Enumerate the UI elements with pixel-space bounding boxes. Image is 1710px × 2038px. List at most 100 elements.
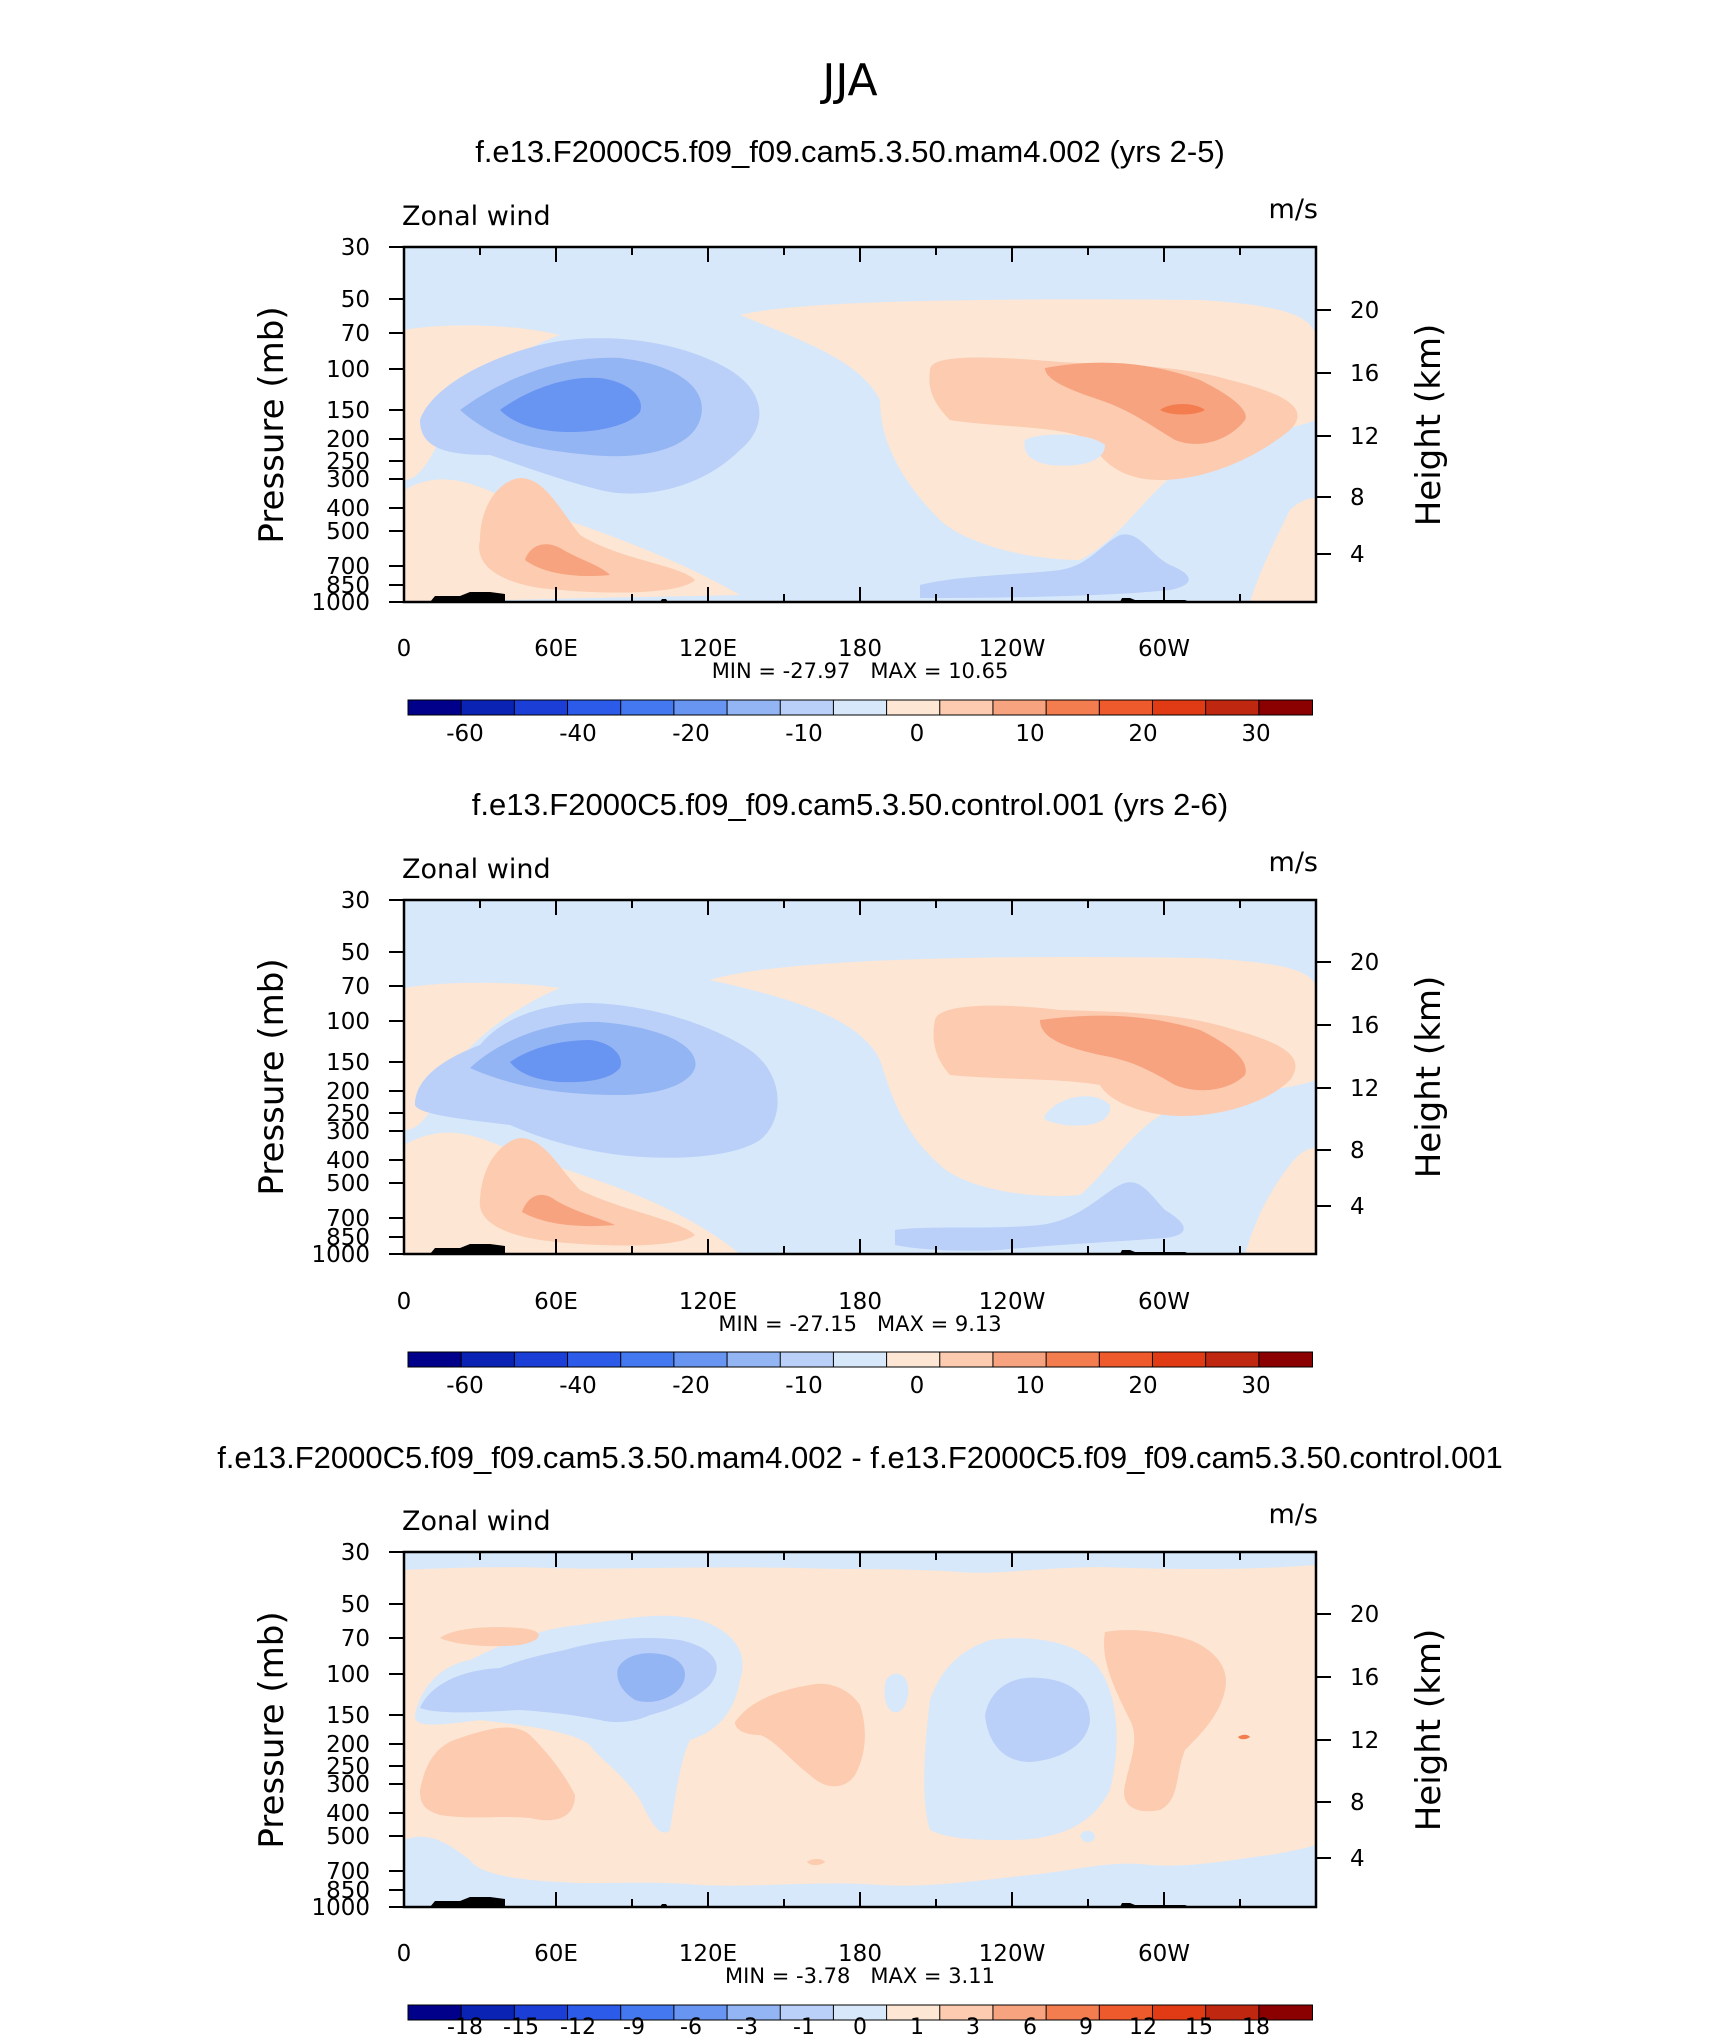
panel-2-colorbar-label: -40 xyxy=(559,1373,597,1399)
panel-2-stats: MIN = -27.15 MAX = 9.13 xyxy=(718,1312,1001,1336)
colorbar-swatch xyxy=(620,1351,675,1368)
colorbar-swatch xyxy=(992,699,1048,716)
panel-1-height-tick: 4 xyxy=(1350,542,1365,568)
panel-2-y-tick: 30 xyxy=(341,888,370,914)
panel-3-positive-region xyxy=(1104,1630,1226,1812)
panel-1-colorbar-label: -10 xyxy=(785,721,823,747)
panel-1-contour-field xyxy=(404,247,1316,602)
panel-1-height-tick: 16 xyxy=(1350,361,1379,387)
panel-2-right-ticks: 20 16 12 8 4 xyxy=(1316,950,1379,1220)
panel-2-height-tick: 8 xyxy=(1350,1138,1365,1164)
panel-3-colorbar-label: -15 xyxy=(503,2015,539,2038)
panel-1-y-tick: 700 xyxy=(326,554,370,580)
panel-1-y-ticks: 30 50 70 100 150 200 250 300 400 500 700… xyxy=(311,235,404,616)
panel-1-x-tick-labels: 0 60E 120E 180 120W 60W xyxy=(397,636,1190,662)
colorbar-swatch xyxy=(460,699,516,716)
colorbar-swatch xyxy=(1258,1351,1313,1368)
panel-3-height-tick: 12 xyxy=(1350,1728,1379,1754)
panel-1-y-tick: 200 xyxy=(326,427,370,453)
panel-1-x-tick-label: 60E xyxy=(534,636,578,662)
panel-1-colorbar-label: 10 xyxy=(1015,721,1044,747)
panel-3-x-tick-label: 120E xyxy=(679,1941,737,1967)
panel-3-ylabel: Pressure (mb) xyxy=(252,1611,292,1848)
panel-2-y-tick: 150 xyxy=(326,1050,370,1076)
panel-3-colorbar-label: -18 xyxy=(447,2015,483,2038)
panel-1-stats: MIN = -27.97 MAX = 10.65 xyxy=(712,659,1009,683)
panel-2-positive-region xyxy=(404,982,560,1130)
panel-2-height-tick: 20 xyxy=(1350,950,1379,976)
panel-1-colorbar-label: 20 xyxy=(1128,721,1157,747)
panel-3-colorbar-label: 6 xyxy=(1023,2015,1037,2038)
panel-1-positive-region xyxy=(525,544,610,577)
panel-3-title: f.e13.F2000C5.f09_f09.cam5.3.50.mam4.002… xyxy=(217,1440,1503,1475)
panel-2-x-ticks xyxy=(403,900,1241,1254)
panel-3-height-tick: 4 xyxy=(1350,1846,1365,1872)
panel-1-positive-region xyxy=(740,299,1316,560)
panel-1-x-ticks xyxy=(403,247,1241,602)
panel-3-y-tick: 1000 xyxy=(311,1895,370,1921)
panel-2-title: f.e13.F2000C5.f09_f09.cam5.3.50.control.… xyxy=(472,787,1229,822)
colorbar-swatch xyxy=(1151,1351,1207,1368)
panel-3-colorbar-label: 3 xyxy=(966,2015,980,2038)
panel-3-y-tick: 200 xyxy=(326,1732,370,1758)
panel-2-ylabel: Pressure (mb) xyxy=(252,958,292,1195)
colorbar-swatch xyxy=(1258,2004,1313,2021)
colorbar-swatch xyxy=(992,2004,1048,2021)
panel-2-colorbar-label: -20 xyxy=(672,1373,710,1399)
colorbar-swatch xyxy=(567,699,622,716)
panel-3-colorbar xyxy=(407,2004,1313,2021)
panel-2-colorbar-label: 20 xyxy=(1128,1373,1157,1399)
panel-3-y-tick: 850 xyxy=(326,1878,370,1904)
colorbar-swatch xyxy=(886,699,941,716)
panel-3: f.e13.F2000C5.f09_f09.cam5.3.50.mam4.002… xyxy=(217,1440,1503,2038)
panel-3-negative-region xyxy=(617,1653,685,1702)
panel-1-x-tick-label: 60W xyxy=(1138,636,1190,662)
colorbar-swatch xyxy=(1258,699,1313,716)
panel-3-ylabel-right: Height (km) xyxy=(1409,1629,1449,1832)
panel-1-x-tick-label: 0 xyxy=(397,636,412,662)
panel-2-contour-field xyxy=(404,900,1316,1254)
panel-2-y-tick: 1000 xyxy=(311,1242,370,1268)
panel-3-height-tick: 8 xyxy=(1350,1790,1365,1816)
panel-1-y-tick: 30 xyxy=(341,235,370,261)
panel-2-negative-region xyxy=(1044,1096,1111,1126)
colorbar-swatch xyxy=(832,699,888,716)
panel-2-x-tick-label: 180 xyxy=(838,1289,882,1315)
panel-1-ylabel-right: Height (km) xyxy=(1409,324,1449,527)
panel-2-colorbar-label: 0 xyxy=(910,1373,925,1399)
panel-3-negative-region xyxy=(404,1836,1316,1907)
panel-2-positive-region xyxy=(1245,1148,1316,1254)
panel-2-y-ticks: 30 50 70 100 150 200 250 300 400 500 700… xyxy=(311,888,404,1268)
panel-2-height-tick: 4 xyxy=(1350,1194,1365,1220)
panel-1-y-tick: 250 xyxy=(326,449,370,475)
colorbar-swatch xyxy=(726,1351,782,1368)
panel-3-colorbar-label: 1 xyxy=(910,2015,924,2038)
panel-3-positive-region xyxy=(1238,1734,1250,1740)
colorbar-swatch xyxy=(886,1351,941,1368)
panel-2-colorbar-labels: -60 -40 -20 -10 0 10 20 30 xyxy=(446,1373,1270,1399)
panel-3-y-tick: 50 xyxy=(341,1592,370,1618)
panel-1-colorbar-label: 30 xyxy=(1241,721,1270,747)
panel-1-negative-region xyxy=(1024,434,1105,466)
panel-2-positive-region xyxy=(1040,1015,1246,1091)
panel-3-negative-region xyxy=(985,1677,1090,1762)
panel-3-y-tick: 400 xyxy=(326,1801,370,1827)
panel-2-y-tick: 700 xyxy=(326,1206,370,1232)
panel-2-colorbar-label: -60 xyxy=(446,1373,484,1399)
colorbar-swatch xyxy=(1045,1351,1101,1368)
panel-2-negative-region xyxy=(510,1040,621,1083)
panel-2-y-tick: 400 xyxy=(326,1148,370,1174)
panel-3-colorbar-label: 9 xyxy=(1079,2015,1093,2038)
panel-1-variable-label: Zonal wind xyxy=(402,201,551,232)
panel-3-y-tick: 300 xyxy=(326,1772,370,1798)
panel-1-y-tick: 500 xyxy=(326,519,370,545)
panel-1-title: f.e13.F2000C5.f09_f09.cam5.3.50.mam4.002… xyxy=(475,134,1225,169)
colorbar-swatch xyxy=(673,1351,729,1368)
panel-2-y-tick: 200 xyxy=(326,1079,370,1105)
panel-3-colorbar-label: 12 xyxy=(1129,2015,1157,2038)
panel-1-colorbar-label: -20 xyxy=(672,721,710,747)
panel-1-y-tick: 1000 xyxy=(311,590,370,616)
panel-3-y-tick: 700 xyxy=(326,1859,370,1885)
panel-2-colorbar-label: 10 xyxy=(1015,1373,1044,1399)
panel-3-positive-region xyxy=(807,1859,825,1865)
